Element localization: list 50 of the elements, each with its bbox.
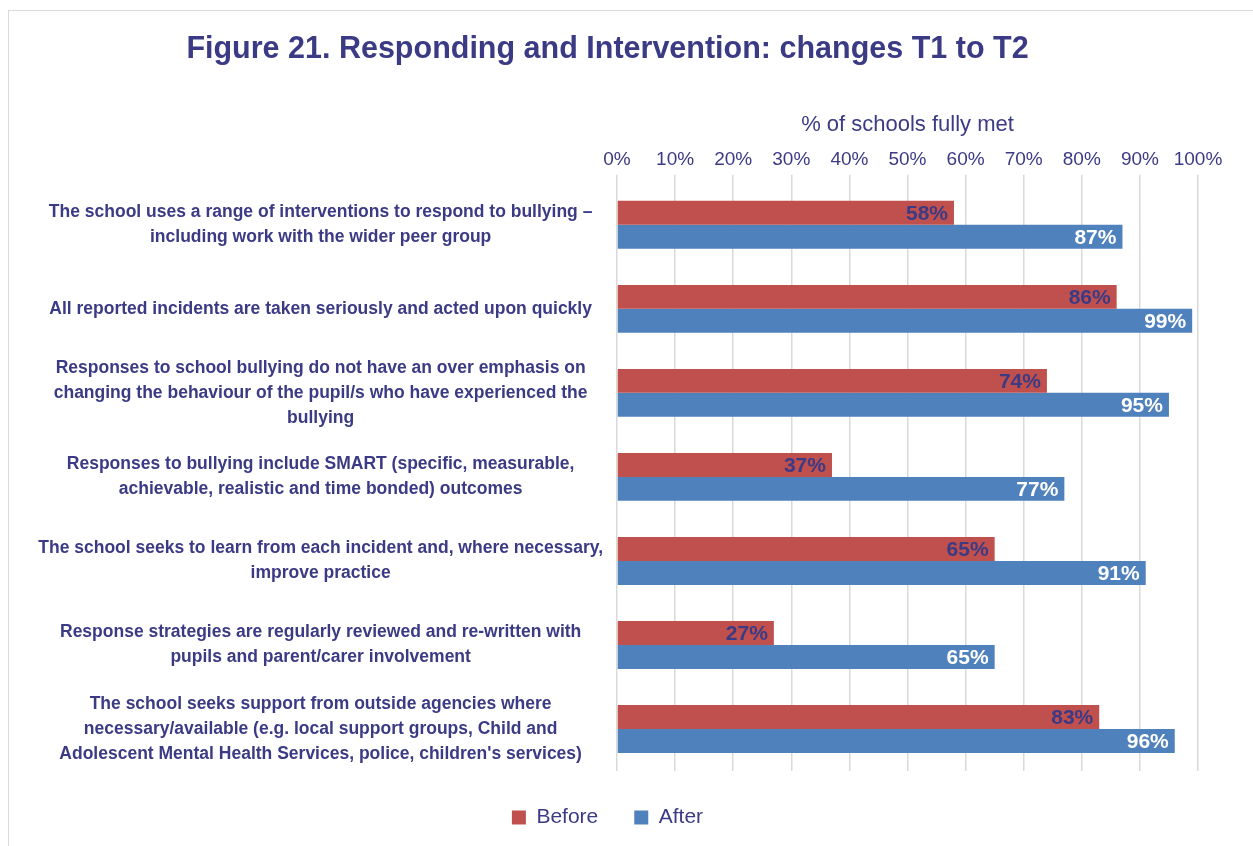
data-label: 95% (1120, 392, 1164, 416)
y-tick-label: The school uses a range of interventions to respond to bullying – including work with the wider peer group (48, 201, 593, 247)
data-label: 58% (905, 200, 949, 224)
x-tick-label: 90% (1120, 147, 1160, 169)
y-tick-label: All reported incidents are taken seriously and acted upon quickly (49, 297, 593, 318)
data-label: 87% (1074, 224, 1117, 248)
x-tick-label: 0% (603, 147, 631, 169)
data-label: 77% (1016, 476, 1059, 500)
bar (617, 621, 774, 645)
data-label: 74% (998, 368, 1042, 392)
legend-label: Before (536, 804, 599, 828)
bar (617, 705, 1100, 729)
data-label: 96% (1126, 728, 1170, 752)
bar (617, 368, 1047, 393)
x-tick-label: 10% (656, 147, 695, 169)
bar (617, 560, 1146, 585)
bar (617, 200, 954, 225)
x-tick-label: 70% (1004, 147, 1043, 169)
y-tick-label: Response strategies are regularly reviewed and re-written with pupils and parent/carer involvement (59, 621, 582, 667)
y-tick-label: The school seeks to learn from each incident and, where necessary, improve practice (38, 537, 603, 583)
chart-title: Figure 21. Responding and Intervention: changes T1 to T2 (186, 29, 1029, 65)
x-tick-label: 30% (772, 147, 811, 169)
legend-label: After (658, 804, 704, 828)
bar (617, 392, 1169, 417)
data-label: 86% (1068, 284, 1111, 308)
data-label: 37% (783, 452, 827, 476)
y-tick-label: Responses to bullying include SMART (specific, measurable, achievable, realistic and time bonded) outcomes (66, 453, 575, 499)
bar (617, 536, 995, 561)
x-tick-label: 50% (888, 147, 927, 169)
bar (617, 224, 1123, 249)
data-label: 83% (1051, 704, 1094, 728)
y-tick-label: The school seeks support from outside agencies where necessary/available (e.g. local support groups, Child and Adolescent Mental Health Services, police, children's services) (59, 692, 582, 763)
bar (617, 452, 832, 477)
x-tick-label: 60% (946, 147, 985, 169)
x-axis-title: % of schools fully met (801, 110, 1014, 136)
bar (617, 728, 1175, 753)
x-tick-label: 100% (1173, 147, 1223, 169)
x-tick-label: 80% (1062, 147, 1101, 169)
x-tick-label: 40% (830, 147, 869, 169)
data-label: 65% (946, 536, 989, 560)
x-tick-label: 20% (714, 147, 753, 169)
bar (617, 644, 995, 669)
bar (617, 308, 1193, 333)
bar (617, 476, 1065, 501)
y-tick-label: Responses to school bullying do not have an over emphasis on changing the behaviour of the pupil/s who have experienced the bullying (53, 356, 588, 427)
data-label: 27% (725, 620, 769, 644)
data-label: 99% (1144, 308, 1187, 332)
bar (617, 284, 1117, 309)
data-label: 91% (1097, 560, 1141, 584)
data-label: 65% (946, 644, 989, 668)
